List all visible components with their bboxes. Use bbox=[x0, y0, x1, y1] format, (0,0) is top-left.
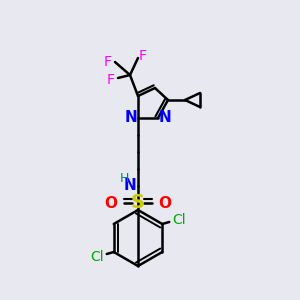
Text: N: N bbox=[124, 178, 136, 194]
Text: N: N bbox=[124, 110, 137, 125]
Text: F: F bbox=[104, 55, 112, 69]
Text: N: N bbox=[159, 110, 171, 125]
Text: O: O bbox=[104, 196, 118, 211]
Text: S: S bbox=[131, 194, 145, 212]
Text: H: H bbox=[119, 172, 129, 184]
Text: Cl: Cl bbox=[90, 250, 104, 264]
Text: Cl: Cl bbox=[172, 213, 186, 227]
Text: O: O bbox=[158, 196, 172, 211]
Text: F: F bbox=[139, 49, 147, 63]
Text: F: F bbox=[107, 73, 115, 87]
